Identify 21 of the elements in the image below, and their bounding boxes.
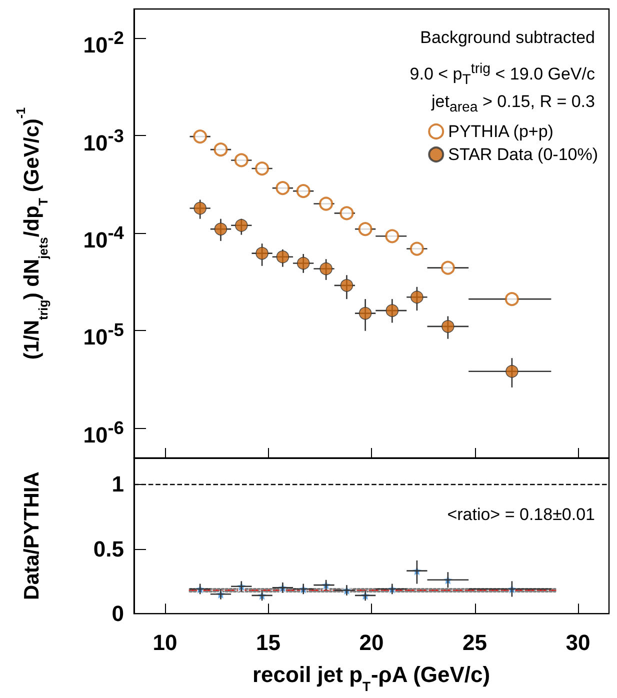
annotation: jet$_{area}$ > 0.15, R = 0.3 — [431, 92, 595, 118]
y-tick-label: 0.5 — [93, 536, 124, 562]
x-tick-label: 25 — [462, 630, 488, 655]
y-tick-label: 10$^{-4}$ — [83, 222, 124, 252]
annotation: 9.0 < p$_{T}$$^{trig}$ < 19.0 GeV/c — [410, 60, 595, 90]
y-tick-label: 10$^{-6}$ — [82, 416, 124, 448]
y-tick-label: 10$^{-5}$ — [82, 318, 124, 350]
y-axis-title: (1/Ntrig) dNjets/dpT (GeV/c)-1 — [14, 107, 50, 360]
annotation: Background subtracted — [420, 28, 595, 48]
x-tick-label: 15 — [256, 630, 280, 655]
x-tick-label: 30 — [566, 630, 590, 655]
y-tick-label: 1 — [112, 471, 124, 496]
x-tick-label: 20 — [359, 630, 384, 655]
legend-label: PYTHIA (p+p) — [448, 122, 554, 141]
y-tick-label: 10$^{-3}$ — [82, 124, 124, 156]
legend-label: STAR Data (0-10%) — [448, 145, 598, 164]
y-tick-label: 0 — [112, 601, 124, 626]
annotation: <ratio> = 0.18±0.01 — [447, 505, 595, 525]
y-tick-label: 10$^{-2}$ — [82, 26, 124, 58]
x-tick-label: 10 — [152, 630, 178, 655]
y-axis-title: Data/PYTHIA — [20, 472, 44, 600]
